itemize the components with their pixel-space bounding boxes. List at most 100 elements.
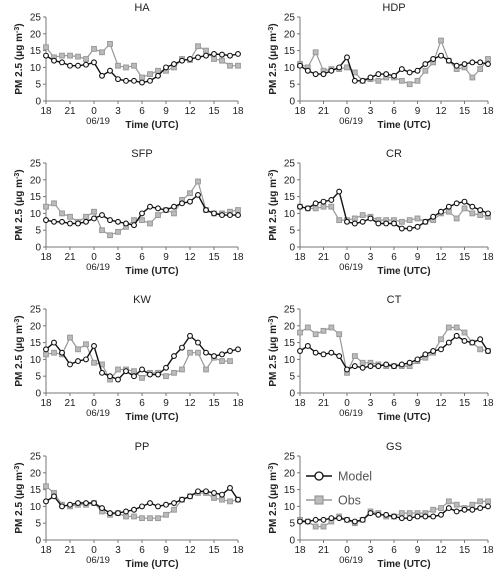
data-point-model — [227, 348, 233, 354]
y-axis-title: PM 2.5 (μg m-3) — [268, 23, 280, 94]
y-tick-label: 20 — [30, 29, 42, 40]
y-tick-label: 5 — [35, 372, 41, 383]
data-point-model — [155, 503, 161, 510]
data-point-model — [91, 59, 97, 66]
x-tick-label: 0 — [344, 106, 350, 117]
x-tick-label: 15 — [208, 398, 220, 409]
y-axis-title: PM 2.5 (μg m-3) — [14, 169, 26, 240]
data-point-model — [328, 515, 335, 522]
panel-title: KW — [133, 294, 151, 306]
data-point-model — [147, 77, 153, 84]
data-point-model — [155, 205, 161, 212]
y-tick-label: 0 — [35, 243, 41, 254]
x-tick-label: 15 — [459, 398, 471, 409]
data-point-model — [107, 67, 113, 74]
panel-hdp: HDP 0 5 10 15 20 25 18 21 0 3 6 9 12 15 18 06/19 Time (UT… — [268, 2, 494, 131]
data-point-obs — [336, 217, 343, 224]
data-point-model — [51, 493, 57, 500]
y-tick-label: 20 — [284, 29, 296, 40]
data-point-model — [131, 373, 137, 380]
data-point-obs — [115, 228, 121, 235]
data-point-obs — [43, 44, 49, 51]
data-point-model — [461, 198, 468, 205]
y-tick-label: 0 — [35, 536, 41, 547]
x-tick-label: 9 — [163, 252, 169, 263]
panel-title: GS — [386, 441, 402, 453]
data-point-model — [344, 54, 350, 61]
data-point-model — [219, 51, 225, 58]
data-point-obs — [99, 49, 105, 56]
x-axis-title: Time (UTC) — [125, 120, 178, 131]
data-point-model — [83, 500, 89, 506]
data-point-obs — [312, 205, 319, 212]
panel-cr: CR 0 5 10 15 20 25 18 21 0 3 6 9 12 15 18 06/19 Time (UTC… — [268, 148, 494, 277]
data-point-obs — [312, 523, 319, 530]
data-point-model — [147, 203, 153, 210]
data-point-obs — [195, 178, 201, 185]
date-label: 06/19 — [339, 262, 363, 273]
legend: Model Obs — [306, 470, 372, 508]
data-point-model — [445, 339, 452, 346]
y-tick-label: 0 — [289, 97, 295, 108]
data-point-model — [320, 198, 327, 205]
data-point-obs — [328, 203, 335, 210]
data-point-obs — [297, 329, 303, 336]
data-point-model — [375, 71, 382, 78]
x-tick-label: 0 — [91, 545, 97, 556]
data-point-model — [438, 346, 444, 353]
data-point-obs — [123, 513, 129, 520]
x-tick-label: 18 — [40, 545, 52, 556]
data-point-model — [235, 51, 241, 57]
data-point-model — [336, 515, 343, 522]
data-point-obs — [139, 74, 145, 81]
data-point-model — [304, 343, 311, 349]
panel-title: PP — [135, 441, 150, 453]
x-tick-label: 18 — [40, 106, 52, 117]
x-tick-label: 6 — [139, 545, 145, 556]
data-point-model — [406, 359, 413, 366]
data-point-model — [445, 57, 452, 64]
data-point-model — [211, 353, 217, 359]
data-point-model — [91, 343, 97, 349]
data-point-model — [43, 498, 49, 505]
y-tick-label: 10 — [284, 63, 296, 74]
data-point-model — [171, 203, 177, 210]
data-point-obs — [406, 81, 413, 88]
data-point-model — [171, 353, 177, 359]
x-tick-label: 12 — [184, 106, 196, 117]
data-point-obs — [219, 358, 225, 364]
date-label: 06/19 — [339, 555, 363, 566]
data-point-obs — [139, 217, 145, 224]
panel-sfp: SFP 0 5 10 15 20 25 18 21 0 3 6 9 12 15 18 06/19 Time (UT… — [14, 148, 244, 277]
data-point-obs — [195, 349, 201, 356]
data-point-obs — [75, 53, 81, 60]
data-point-model — [430, 513, 437, 520]
data-point-model — [351, 518, 358, 525]
data-point-model — [351, 220, 358, 227]
data-point-obs — [91, 359, 97, 366]
data-point-model — [155, 72, 161, 79]
data-point-obs — [398, 218, 405, 225]
data-point-obs — [43, 483, 49, 490]
x-tick-label: 3 — [368, 106, 374, 117]
data-point-model — [328, 197, 335, 203]
y-tick-label: 15 — [284, 485, 296, 496]
y-tick-label: 0 — [289, 389, 295, 400]
data-point-model — [43, 217, 49, 224]
x-axis-title: Time (UTC) — [125, 412, 178, 423]
data-point-model — [67, 501, 73, 508]
data-point-obs — [51, 349, 57, 356]
data-point-obs — [171, 506, 177, 513]
data-point-obs — [304, 324, 311, 331]
data-point-model — [131, 77, 137, 84]
x-tick-label: 18 — [294, 545, 306, 556]
date-label: 06/19 — [86, 408, 110, 419]
data-point-model — [438, 511, 444, 518]
data-point-model — [235, 346, 241, 353]
data-point-obs — [227, 498, 233, 505]
data-point-model — [414, 356, 421, 363]
data-point-model — [469, 203, 476, 210]
data-point-obs — [477, 66, 484, 72]
data-point-model — [453, 62, 460, 69]
